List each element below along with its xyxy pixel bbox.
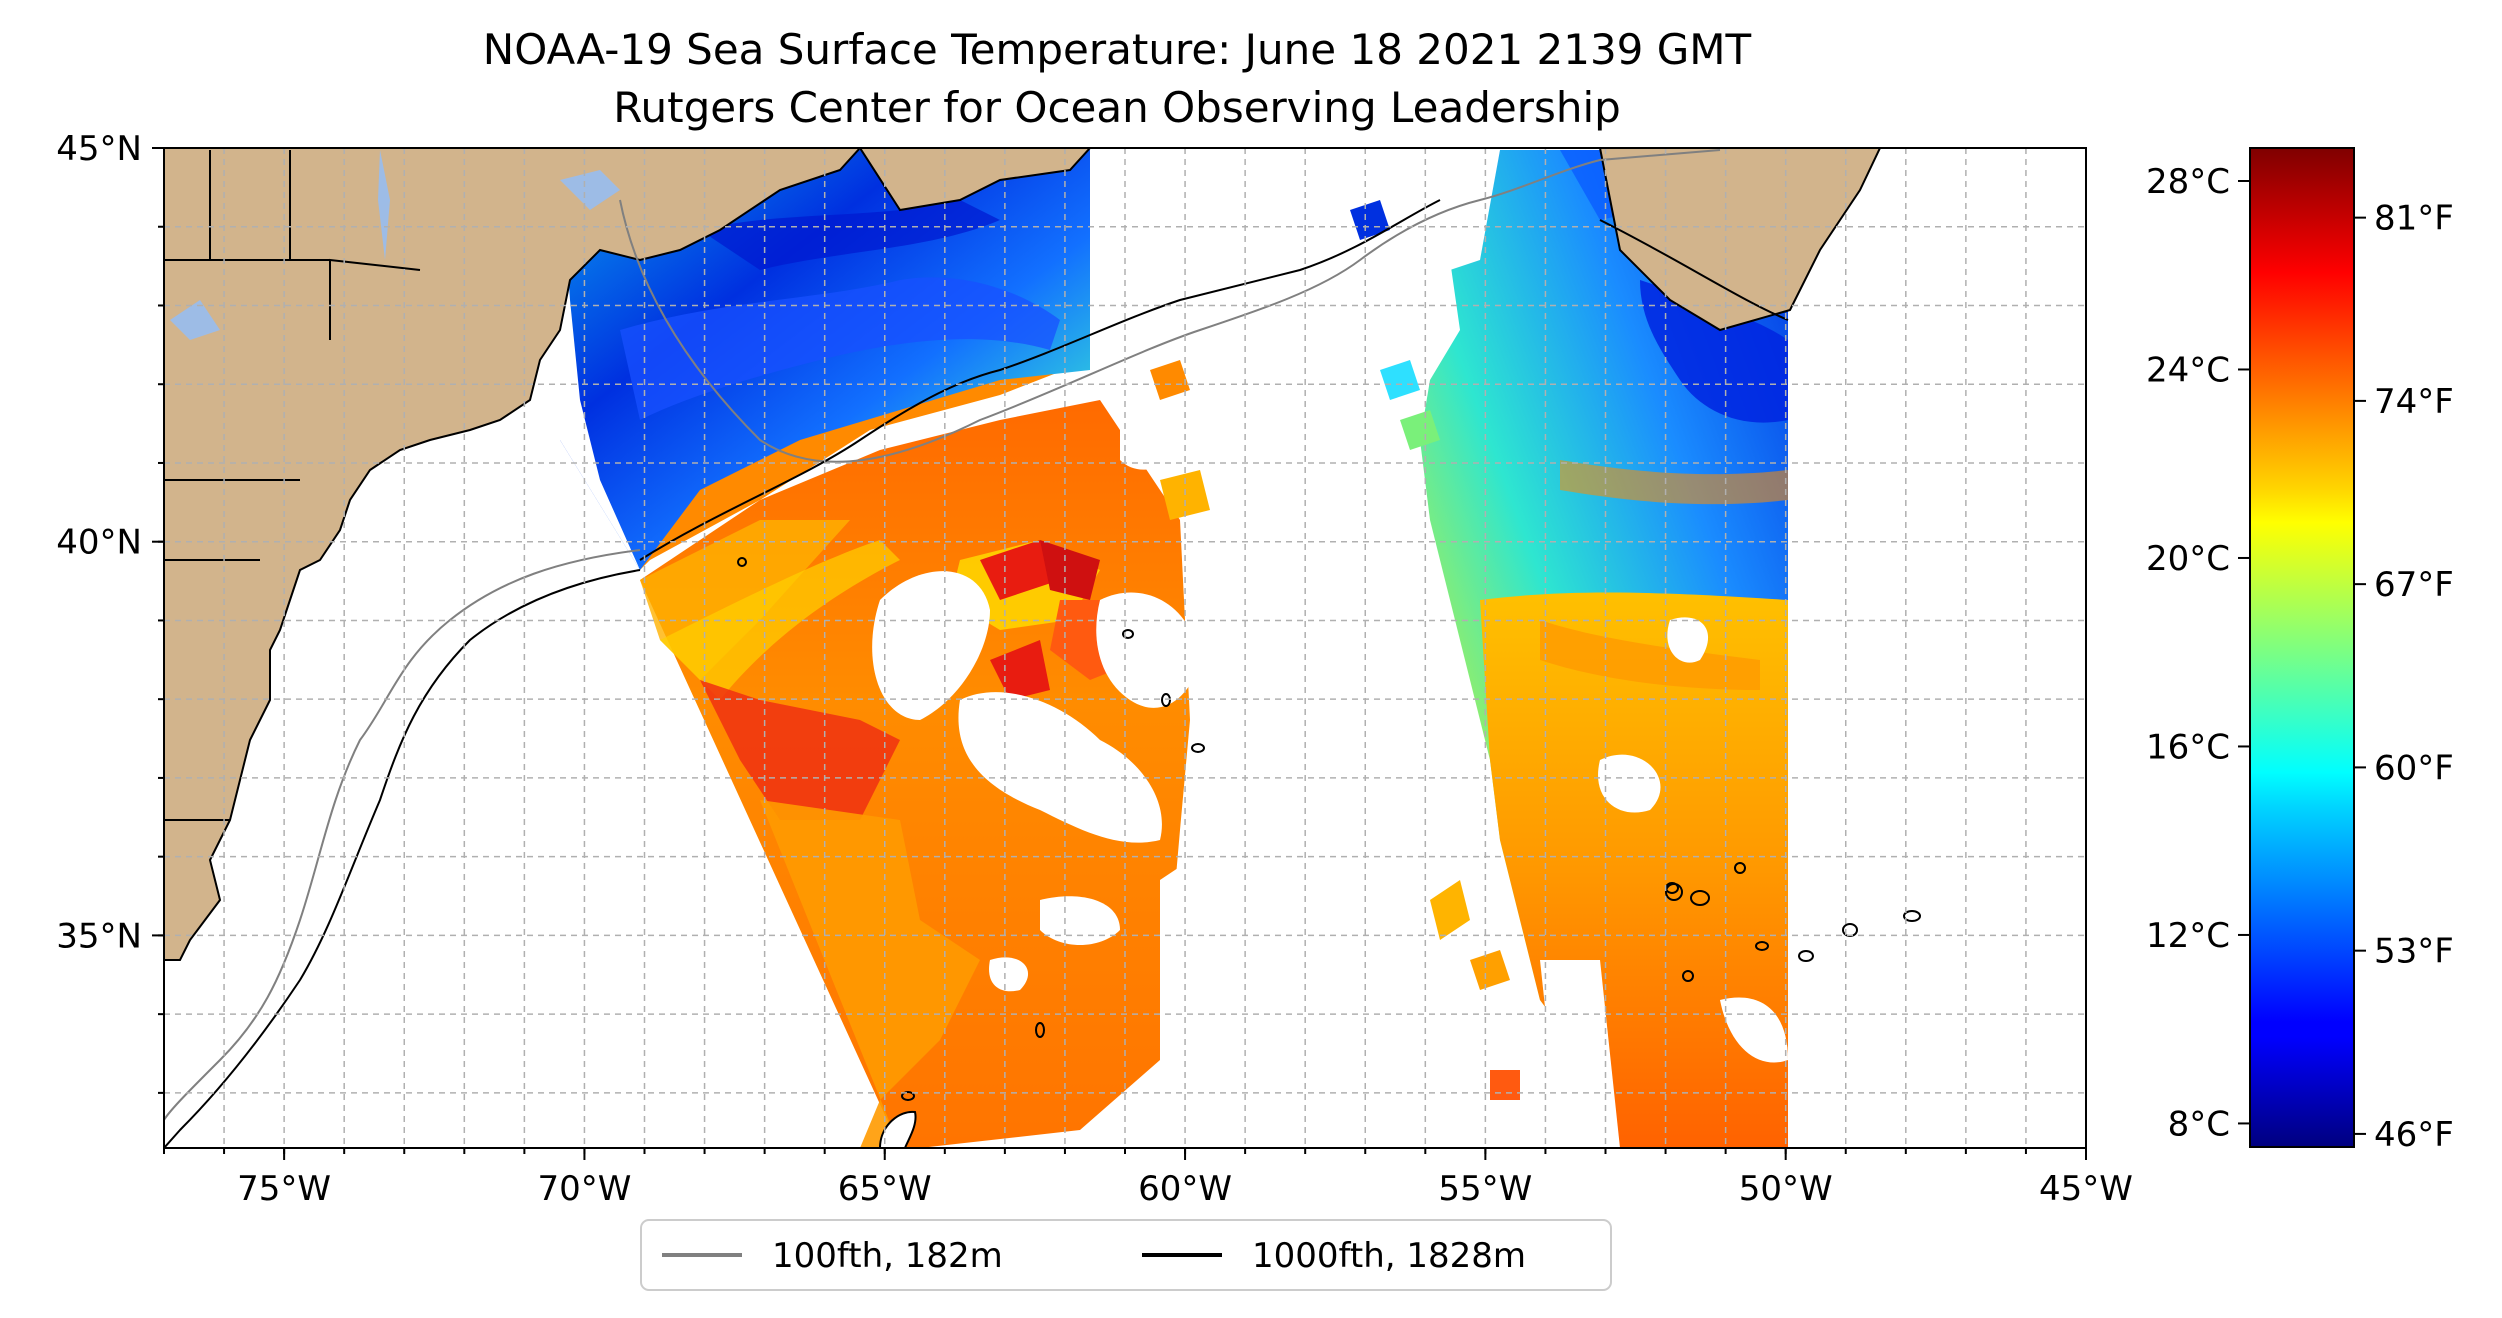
colorbar: 8°C 12°C 16°C 20°C 24°C 28°C 46°F 53°F 60°F 67°F… <box>2146 147 2454 1155</box>
colorbar-celsius-label: 28°C <box>2146 162 2230 202</box>
colorbar-fahrenheit-label: 74°F <box>2374 382 2454 422</box>
colorbar-celsius-label: 8°C <box>2168 1104 2230 1144</box>
title-line-1: NOAA-19 Sea Surface Temperature: June 18… <box>483 25 1752 74</box>
lon-axis: 75°W 70°W 65°W 60°W 55°W 50°W 45°W <box>163 1148 2133 1209</box>
lat-tick-label: 40°N <box>56 523 142 563</box>
legend-label-100fth: 100fth, 182m <box>772 1236 1003 1276</box>
sst-swath-west <box>540 150 1210 1148</box>
map-area <box>164 148 2086 1148</box>
lon-tick-label: 75°W <box>237 1169 331 1209</box>
legend: 100fth, 182m 1000fth, 1828m <box>640 1219 1612 1291</box>
colorbar-gradient <box>2249 147 2355 1148</box>
colorbar-fahrenheit-label: 53°F <box>2374 932 2454 972</box>
colorbar-celsius-axis: 8°C 12°C 16°C 20°C 24°C 28°C <box>2146 162 2250 1144</box>
gridlines <box>164 148 2086 1148</box>
colorbar-fahrenheit-axis: 46°F 53°F 60°F 67°F 74°F 81°F <box>2354 199 2454 1155</box>
lon-tick-label: 60°W <box>1138 1169 1232 1209</box>
title-line-2: Rutgers Center for Ocean Observing Leade… <box>613 83 1621 132</box>
lon-tick-label: 45°W <box>2039 1169 2133 1209</box>
colorbar-fahrenheit-label: 46°F <box>2374 1115 2454 1155</box>
legend-label-1000fth: 1000fth, 1828m <box>1252 1236 1526 1276</box>
isobath-1000fth-north <box>639 199 1789 561</box>
lon-tick-label: 65°W <box>838 1169 932 1209</box>
colorbar-fahrenheit-label: 60°F <box>2374 748 2454 788</box>
lat-tick-label: 45°N <box>56 129 142 169</box>
colorbar-fahrenheit-label: 81°F <box>2374 199 2454 239</box>
isobath-100fth-north <box>619 149 1721 463</box>
lat-tick-label: 35°N <box>56 916 142 956</box>
colorbar-celsius-label: 20°C <box>2146 539 2230 579</box>
lat-axis: 45°N 40°N 35°N <box>56 129 164 1094</box>
lon-tick-label: 50°W <box>1739 1169 1833 1209</box>
colorbar-celsius-label: 24°C <box>2146 350 2230 390</box>
isobath-100fth-south <box>164 549 641 1121</box>
isobath-1000fth-south <box>164 569 641 1148</box>
legend-box <box>640 1219 1612 1291</box>
land <box>164 148 1882 961</box>
lon-tick-label: 70°W <box>537 1169 631 1209</box>
lon-tick-label: 55°W <box>1438 1169 1532 1209</box>
colorbar-celsius-label: 16°C <box>2146 727 2230 767</box>
colorbar-celsius-label: 12°C <box>2146 916 2230 956</box>
colorbar-fahrenheit-label: 67°F <box>2374 565 2454 605</box>
